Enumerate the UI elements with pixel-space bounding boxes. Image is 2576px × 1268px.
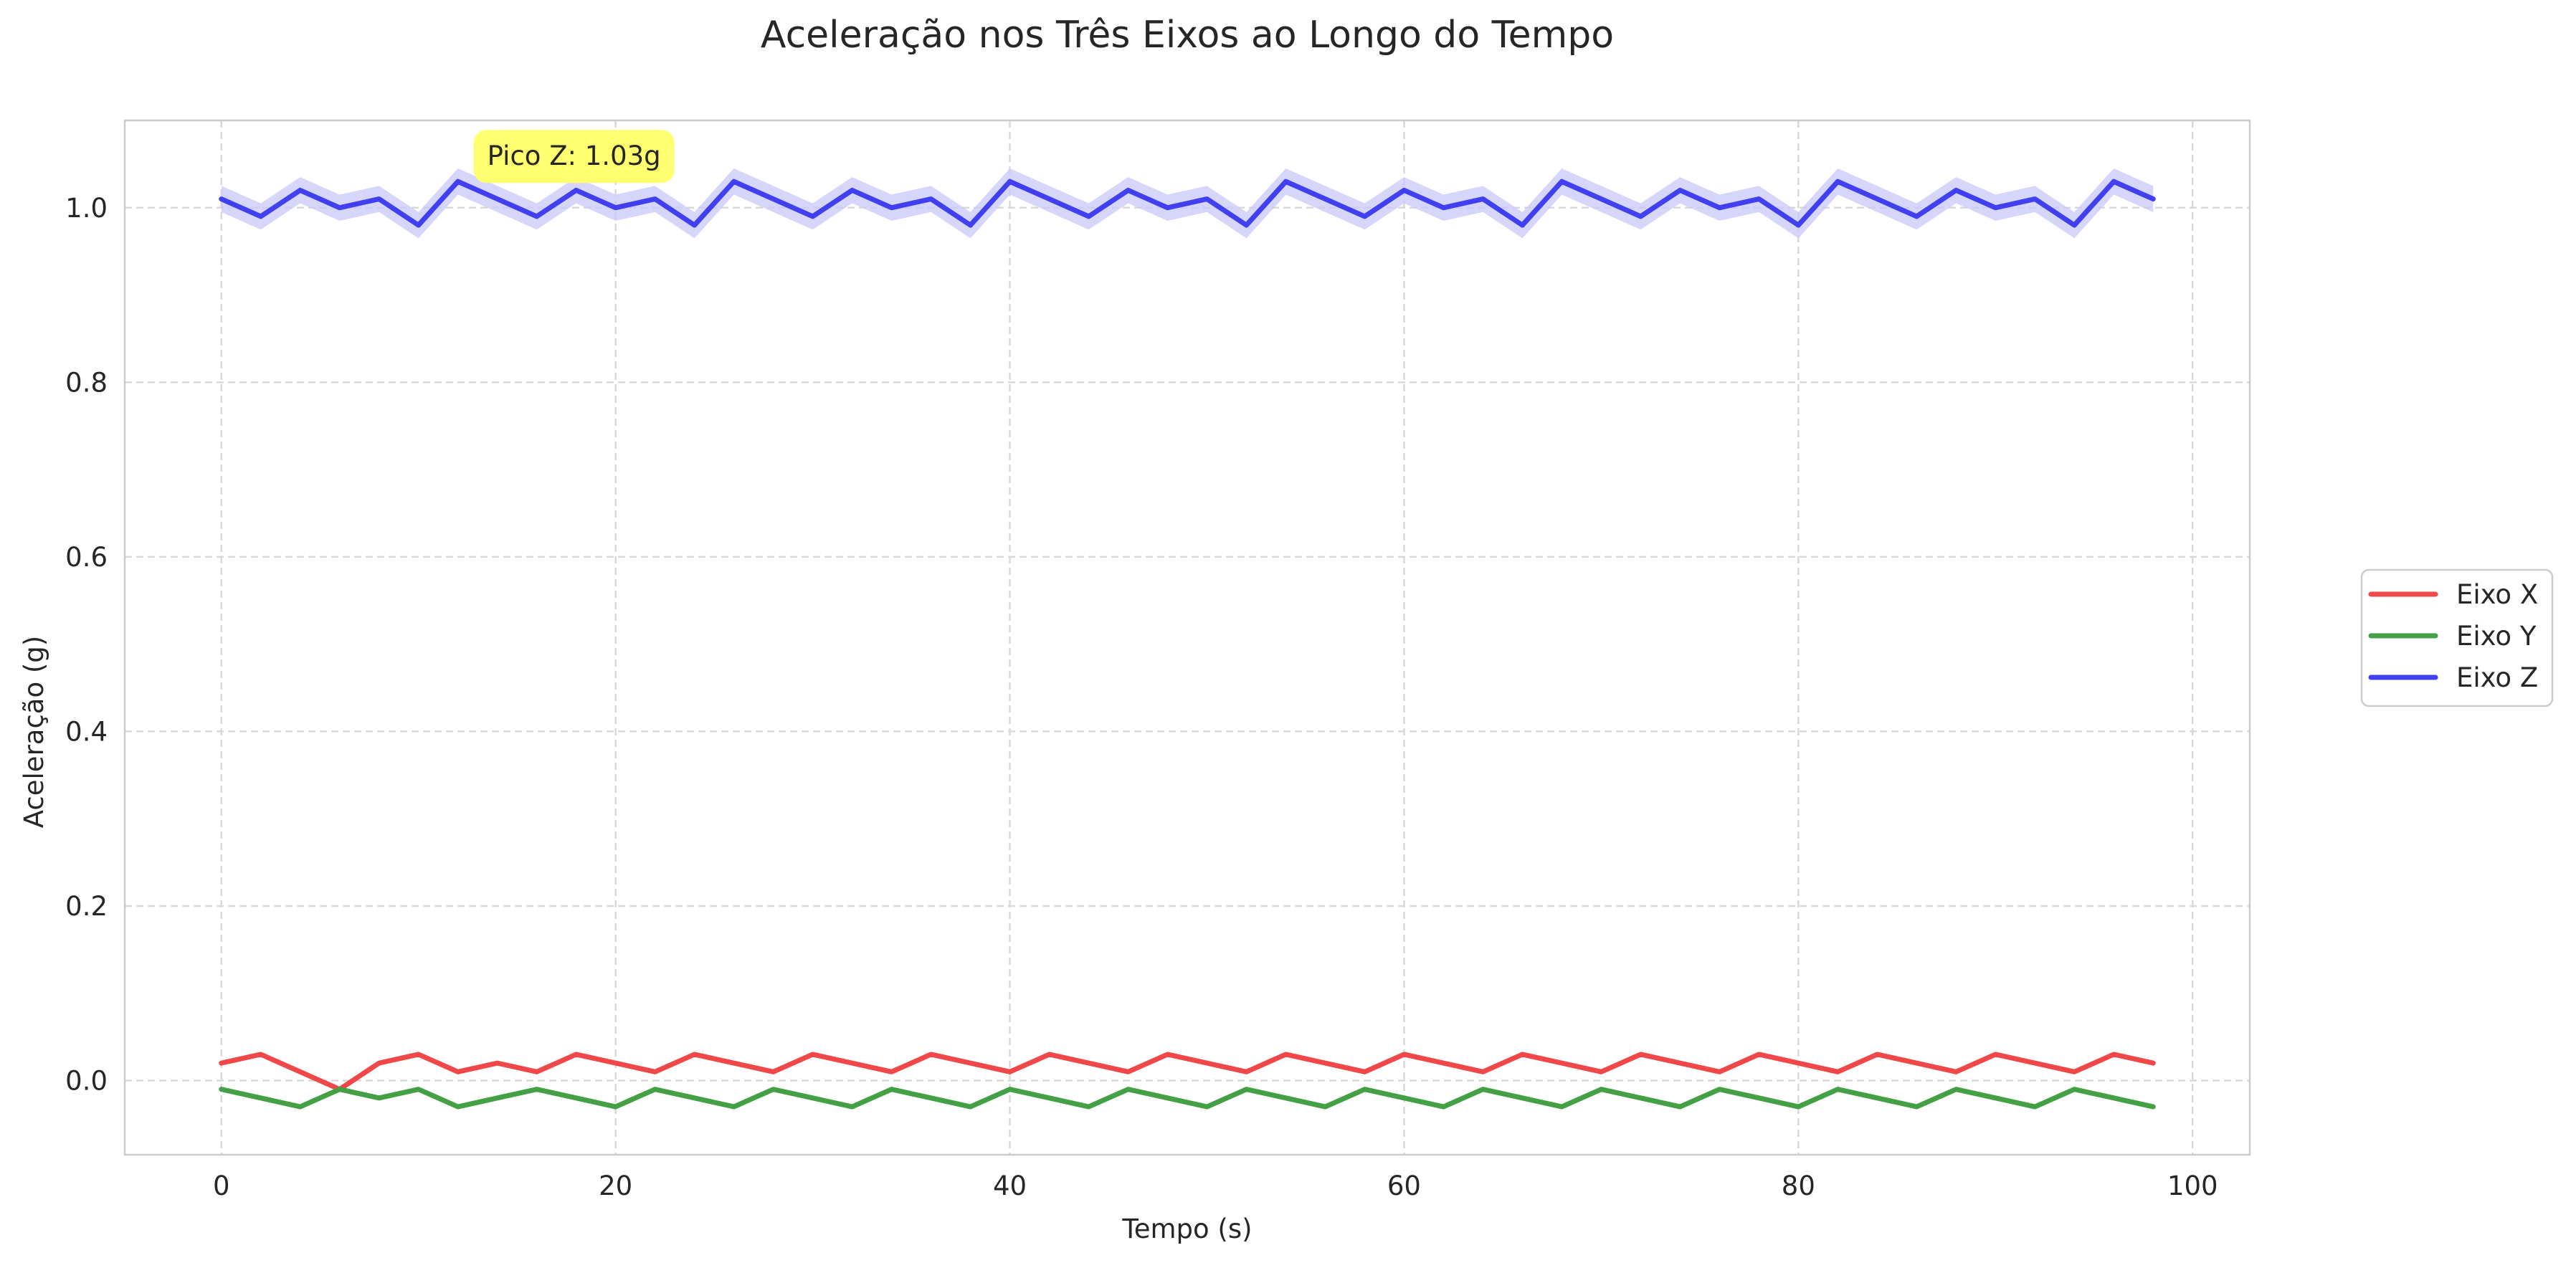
annotation-label: Pico Z: 1.03g <box>473 130 675 183</box>
x-tick-label: 60 <box>1387 1171 1421 1201</box>
annotation-box <box>473 130 675 183</box>
legend: Eixo X Eixo Y Eixo Z <box>2360 568 2554 707</box>
x-axis-label: Tempo (s) <box>1121 1214 1252 1244</box>
legend-label-eixo-x: Eixo X <box>2456 579 2538 610</box>
tick-labels: 0 20 40 60 80 100 0.0 0.2 0.4 0.6 0.8 1.0 <box>65 193 2218 1201</box>
x-tick-label: 80 <box>1782 1171 1815 1201</box>
legend-label-eixo-z: Eixo Z <box>2456 662 2538 693</box>
legend-box <box>2360 568 2554 707</box>
x-tick-label: 0 <box>213 1171 230 1201</box>
series-line-eixo-x <box>219 1052 2156 1092</box>
chart-title: Aceleração nos Três Eixos ao Longo do Te… <box>761 14 1614 57</box>
y-tick-label: 1.0 <box>65 193 108 224</box>
annotations: Pico Z: 1.03g <box>473 130 675 183</box>
legend-label-eixo-y: Eixo Y <box>2456 621 2537 652</box>
y-tick-label: 0.6 <box>65 542 108 573</box>
series-line-eixo-z <box>219 178 2156 228</box>
y-tick-label: 0.0 <box>65 1065 108 1096</box>
series-lines <box>219 168 2156 1110</box>
x-tick-label: 40 <box>993 1171 1027 1201</box>
y-tick-label: 0.8 <box>65 367 108 398</box>
y-axis-label: Aceleração (g) <box>19 636 49 828</box>
series-line-eixo-y <box>219 1087 2156 1110</box>
plot-area-frame <box>123 119 2251 1156</box>
y-tick-label: 0.2 <box>65 891 108 922</box>
annotation-text: Pico Z: 1.03g <box>488 140 661 171</box>
x-tick-label: 100 <box>2167 1171 2218 1201</box>
x-tick-label: 20 <box>599 1171 632 1201</box>
y-tick-label: 0.4 <box>65 716 108 747</box>
